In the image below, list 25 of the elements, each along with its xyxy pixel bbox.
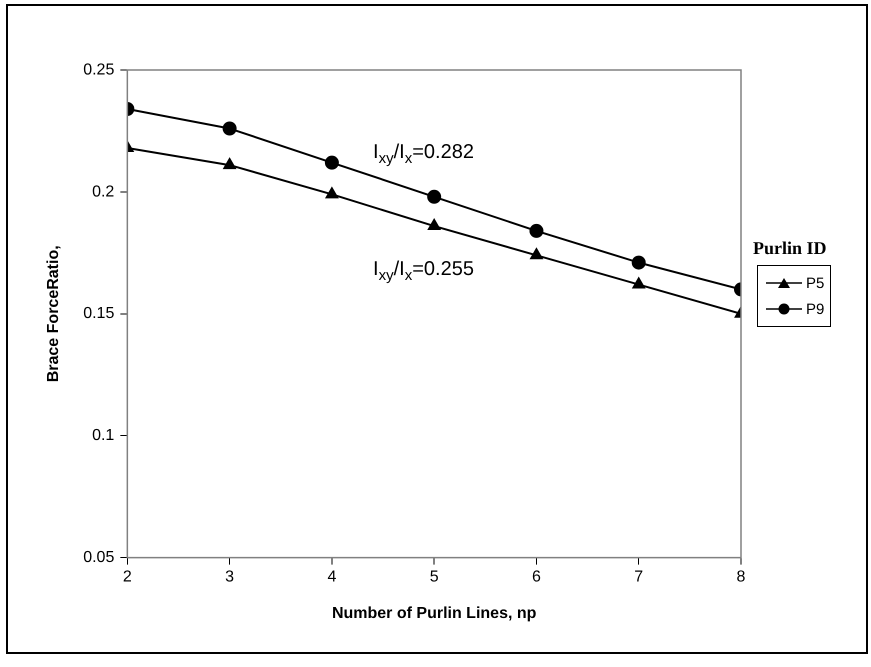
x-axis-title: Number of Purlin Lines, np: [332, 604, 537, 622]
point: [326, 187, 338, 198]
point: [530, 248, 543, 260]
y-axis-title: Brace ForceRatio,: [45, 245, 62, 382]
x-tick-label: 3: [225, 568, 234, 586]
legend-label: P5: [806, 274, 824, 292]
x-tick-label: 7: [634, 568, 644, 586]
x-tick-label: 2: [122, 568, 132, 586]
annotation: I$_{xy}$/I$_{x}$=0.282: [373, 141, 474, 168]
point: [324, 156, 339, 170]
y-tick-label: 0.05: [83, 549, 114, 566]
x-tick-label: 5: [430, 568, 439, 586]
y-tick-label: 0.25: [83, 61, 114, 78]
point: [427, 190, 442, 204]
y-tick-label: 0.2: [92, 183, 114, 200]
legend-title: Purlin ID: [753, 238, 828, 259]
point: [428, 219, 440, 230]
point: [529, 224, 544, 238]
y-tick-label: 0.15: [83, 305, 114, 322]
x-tick-label: 4: [327, 568, 336, 586]
annotation: I$_{xy}$/I$_{x}$=0.255: [373, 258, 474, 284]
y-tick-label: 0.1: [92, 427, 114, 444]
x-tick-label: 8: [736, 568, 746, 586]
x-tick-label: 6: [532, 568, 541, 586]
legend-label: P9: [806, 300, 824, 318]
